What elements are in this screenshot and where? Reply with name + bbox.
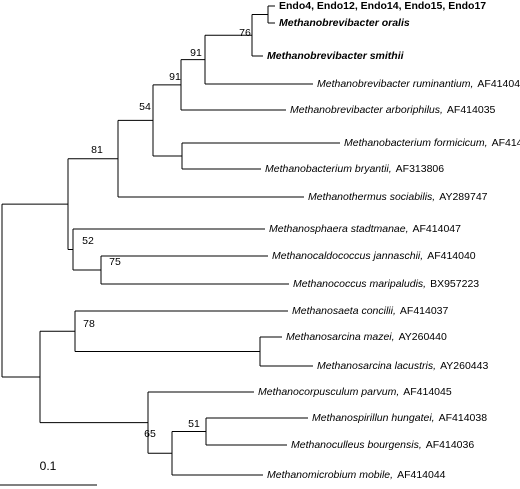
bootstrap-value: 76 — [239, 27, 251, 39]
leaf-label: Methanobrevibacter smithii — [267, 50, 405, 62]
accession: AY289747 — [439, 191, 487, 203]
accession: AF313806 — [396, 163, 445, 175]
accession: AY260443 — [440, 360, 488, 372]
accession: AF414050 — [492, 137, 520, 149]
taxon-name: Methanocaldococcus jannaschii, — [272, 250, 423, 262]
leaf-label: Methanospirillun hungatei, AF414038 — [312, 412, 487, 424]
leaf-label: Methanosarcina mazei, AY260440 — [286, 331, 447, 343]
accession: AF414047 — [413, 223, 462, 235]
accession: AF414040 — [427, 250, 476, 262]
taxon-name: Methanobrevibacter smithii — [267, 50, 405, 62]
taxon-name: Methanosarcina lacustris, — [317, 360, 436, 372]
bootstrap-value: 91 — [169, 71, 181, 83]
bootstrap-value: 75 — [109, 256, 121, 268]
taxon-name: Methanosarcina mazei, — [286, 331, 395, 343]
leaf-label: Endo4, Endo12, Endo14, Endo15, Endo17 — [279, 0, 486, 12]
accession: AF414036 — [426, 439, 475, 451]
bootstrap-value: 91 — [190, 47, 202, 59]
leaf-label: Methanococcus maripaludis, BX957223 — [293, 278, 479, 290]
taxon-name: Methanosphaera stadtmanae, — [269, 223, 409, 235]
taxon-name: Methanobrevibacter oralis — [279, 17, 410, 29]
taxon-name: Methanosaeta concilii, — [292, 305, 396, 317]
taxon-name: Methanococcus maripaludis, — [293, 278, 426, 290]
taxon-name: Methanobacterium bryantii, — [265, 163, 392, 175]
leaf-label: Methanosarcina lacustris, AY260443 — [317, 360, 488, 372]
accession: AF414037 — [400, 305, 449, 317]
taxon-name: Methanoculleus bourgensis, — [291, 439, 422, 451]
taxon-name: Methanobrevibacter ruminantium, — [317, 78, 473, 90]
bootstrap-value: 54 — [139, 101, 151, 113]
leaf-label: Methanosaeta concilii, AF414037 — [292, 305, 449, 317]
accession: AF414045 — [403, 386, 452, 398]
accession: AF414035 — [447, 104, 496, 116]
taxon-name: Methanospirillun hungatei, — [312, 412, 435, 424]
bootstrap-value: 51 — [188, 418, 200, 430]
bootstrap-value: 78 — [83, 318, 95, 330]
leaf-label: Methanobrevibacter oralis — [279, 17, 410, 29]
taxon-name: Methanocorpusculum parvum, — [258, 386, 399, 398]
accession: AF414038 — [439, 412, 488, 424]
leaf-label: Methanomicrobium mobile, AF414044 — [267, 469, 446, 481]
taxon-name: Methanomicrobium mobile, — [267, 469, 393, 481]
bootstrap-value: 81 — [91, 144, 103, 156]
accession: BX957223 — [430, 278, 479, 290]
leaf-label: Methanobrevibacter arboriphilus, AF414035 — [290, 104, 496, 116]
leaf-label: Methanosphaera stadtmanae, AF414047 — [269, 223, 461, 235]
bootstrap-value: 52 — [82, 235, 94, 247]
taxon-name: Endo4, Endo12, Endo14, Endo15, Endo17 — [279, 0, 486, 12]
leaf-label: Methanocorpusculum parvum, AF414045 — [258, 386, 452, 398]
taxon-name: Methanothermus sociabilis, — [308, 191, 435, 203]
leaf-label: Methanocaldococcus jannaschii, AF414040 — [272, 250, 476, 262]
leaf-label: Methanoculleus bourgensis, AF414036 — [291, 439, 474, 451]
scale-label: 0.1 — [40, 459, 57, 473]
leaf-label: Methanobrevibacter ruminantium, AF414046 — [317, 78, 520, 90]
bootstrap-value: 65 — [144, 428, 156, 440]
accession: AF414044 — [397, 469, 446, 481]
taxon-name: Methanobacterium formicicum, — [344, 137, 488, 149]
accession: AY260440 — [399, 331, 447, 343]
accession: AF414046 — [477, 78, 520, 90]
leaf-label: Methanothermus sociabilis, AY289747 — [308, 191, 488, 203]
leaf-label: Methanobacterium bryantii, AF313806 — [265, 163, 444, 175]
taxon-name: Methanobrevibacter arboriphilus, — [290, 104, 443, 116]
leaf-label: Methanobacterium formicicum, AF414050 — [344, 137, 520, 149]
